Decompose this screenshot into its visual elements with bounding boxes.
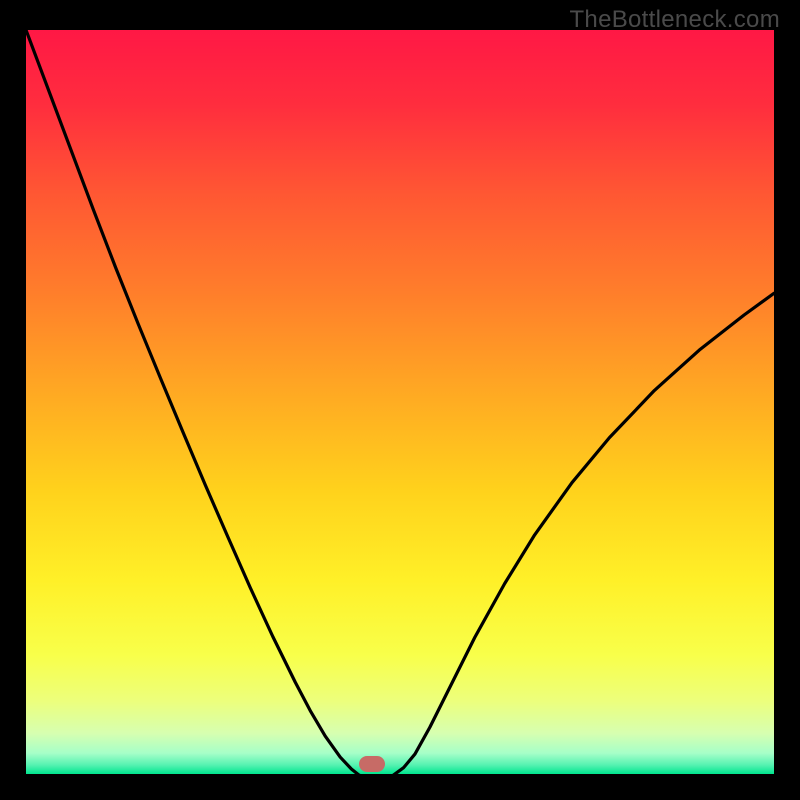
dip-marker-icon [359, 756, 385, 772]
chart-frame: TheBottleneck.com [0, 0, 800, 800]
plot-area [26, 30, 774, 774]
gradient-background [26, 30, 774, 774]
watermark-text: TheBottleneck.com [569, 6, 780, 33]
